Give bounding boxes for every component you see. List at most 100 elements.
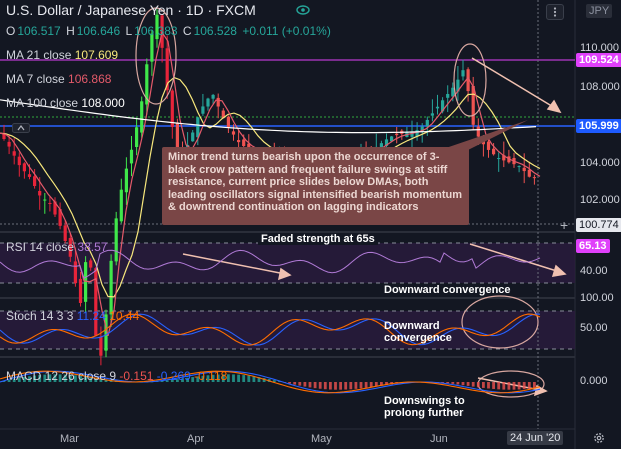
- macd-hist-bar: [201, 375, 205, 382]
- candle-body: [2, 133, 6, 140]
- macd-legend[interactable]: MACD 12 26 close 9 -0.151 -0.269 -0.118: [6, 369, 227, 383]
- candle-body: [390, 136, 394, 142]
- stoch-tick-100: 100.00: [580, 292, 614, 304]
- trend-arrows: [182, 57, 567, 397]
- stoch-label: Stoch 14 3 3: [6, 309, 74, 323]
- highlight-ellipse-june[interactable]: [453, 43, 487, 117]
- macd-hist-bar: [237, 374, 240, 382]
- macd-hist-bar: [68, 374, 72, 382]
- candle-body: [114, 218, 118, 262]
- collapse-legend-icon[interactable]: [12, 122, 30, 136]
- candle-body: [84, 262, 88, 302]
- macd-hist-bar: [216, 374, 220, 382]
- macd-hist-bar: [339, 382, 342, 390]
- upper-level-tag[interactable]: 109.524: [576, 53, 621, 67]
- open-value: 106.517: [17, 24, 61, 38]
- month-label-jun: Jun: [430, 433, 448, 445]
- candle-body: [441, 100, 445, 112]
- macd-hist-bar: [354, 382, 358, 389]
- candle-body: [497, 158, 501, 160]
- more-options-icon[interactable]: [546, 4, 564, 20]
- candle-body: [201, 106, 205, 114]
- candle-body: [461, 70, 465, 77]
- macd-hist-bar: [227, 374, 230, 382]
- candle-body: [155, 14, 159, 40]
- macd-hist-bar: [512, 382, 516, 390]
- highlight-ellipse-march[interactable]: [135, 7, 177, 105]
- symbol-title[interactable]: U.S. Dollar / Japanese Yen · 1D · FXCM: [6, 2, 256, 18]
- candle-body: [78, 278, 83, 303]
- rsi-annotation-2[interactable]: Downward convergence: [384, 284, 511, 296]
- candle-body: [415, 130, 419, 137]
- candle-body: [175, 122, 179, 149]
- rsi-line: [0, 249, 541, 279]
- ma100-line: [0, 99, 537, 134]
- macd-hist-bar: [211, 374, 215, 382]
- macd-hist-bar: [252, 376, 256, 382]
- macd-hist-bar: [288, 382, 291, 384]
- macd-hist-bar: [533, 382, 536, 388]
- ma100-legend[interactable]: MA 100 close 108.000: [6, 96, 125, 110]
- stoch-annotation[interactable]: Downward convergence: [384, 320, 452, 344]
- open-label: O: [6, 24, 16, 38]
- rsi-annotation[interactable]: Faded strength at 65s: [258, 233, 378, 245]
- candle-body: [481, 140, 485, 145]
- macd-hist-bar: [43, 374, 47, 382]
- macd-hist-bar: [38, 375, 42, 382]
- macd-hist-bar: [456, 382, 460, 385]
- macd-hist-bar: [303, 382, 307, 387]
- macd-tick-0: 0.000: [580, 375, 608, 387]
- macd-hist-bar: [53, 374, 57, 382]
- macd-label: MACD 12 26 close 9: [6, 369, 117, 383]
- stoch-k-value: 11.24: [76, 309, 106, 323]
- current-price-tag[interactable]: 105.999: [576, 119, 621, 133]
- settings-gear-icon[interactable]: [592, 431, 606, 448]
- macd-hist-bar: [318, 382, 322, 389]
- rsi-tick-40: 40.00: [580, 265, 608, 277]
- macd-hist-bar: [482, 382, 485, 388]
- candle-body: [466, 69, 470, 92]
- rsi-legend[interactable]: RSI 14 close 38.57: [6, 240, 107, 254]
- candle-body: [527, 169, 531, 177]
- highlight-ellipse-stoch[interactable]: [461, 295, 539, 349]
- month-label-mar: Mar: [60, 433, 79, 445]
- macd-plot: [0, 370, 541, 394]
- macd-hist-bar: [385, 382, 388, 386]
- eye-icon[interactable]: [296, 4, 310, 18]
- macd-annotation[interactable]: Downswings to prolong further: [384, 395, 465, 419]
- macd-hist-bar: [191, 377, 195, 382]
- candle-body: [7, 141, 11, 147]
- candle-body: [231, 131, 236, 135]
- macd-hist-bar: [170, 379, 174, 382]
- macd-hist-bar: [497, 382, 501, 390]
- macd-hist-bar: [23, 377, 26, 382]
- candle-body: [135, 127, 139, 148]
- stoch-tick-50: 50.00: [580, 322, 608, 334]
- price-tick-108: 108.000: [580, 81, 620, 93]
- macd-hist-bar: [63, 374, 67, 382]
- macd-hist-bar: [165, 380, 169, 382]
- candle-body: [58, 209, 62, 226]
- macd-hist-bar: [349, 382, 353, 390]
- macd-hist-bar: [28, 376, 31, 382]
- candle-body: [140, 101, 144, 133]
- candle-body: [38, 191, 42, 196]
- macd-hist-bar: [507, 382, 511, 390]
- macd-hist-bar: [323, 382, 327, 390]
- close-value: 106.528: [193, 24, 237, 38]
- macd-hist-bar: [364, 382, 368, 388]
- macd-hist-bar: [160, 380, 164, 382]
- macd-hist-bar: [461, 382, 465, 386]
- candle-body: [12, 151, 16, 156]
- ma7-legend[interactable]: MA 7 close 106.868: [6, 72, 111, 86]
- macd-hist-bar: [471, 382, 475, 387]
- macd-hist-bar: [48, 374, 52, 382]
- ma21-legend[interactable]: MA 21 close 107.609: [6, 48, 118, 62]
- stoch-legend[interactable]: Stoch 14 3 3 11.24 10.44: [6, 309, 139, 323]
- macd-hist-bar: [79, 375, 82, 382]
- macd-hist-bar: [308, 382, 312, 388]
- candle-body: [446, 94, 450, 98]
- plus-icon[interactable]: +: [560, 217, 569, 233]
- analysis-note[interactable]: Minor trend turns bearish upon the occur…: [162, 147, 469, 225]
